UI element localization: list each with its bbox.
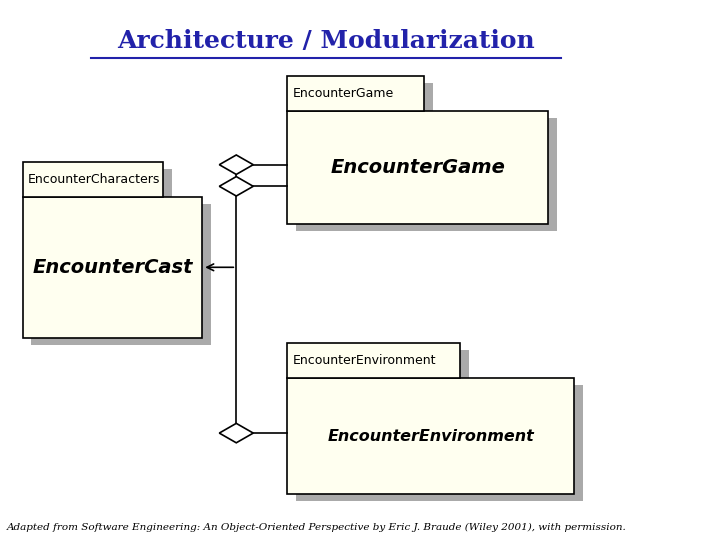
Text: Adapted from Software Engineering: An Object-Oriented Perspective by Eric J. Bra: Adapted from Software Engineering: An Ob… bbox=[6, 523, 626, 532]
Polygon shape bbox=[220, 423, 253, 443]
Bar bbox=[32, 204, 211, 345]
Bar bbox=[32, 169, 171, 204]
Bar bbox=[296, 350, 469, 385]
Polygon shape bbox=[220, 155, 253, 174]
Bar bbox=[287, 343, 460, 378]
Text: EncounterGame: EncounterGame bbox=[292, 86, 394, 100]
Bar bbox=[23, 197, 202, 338]
Bar bbox=[23, 162, 163, 197]
Bar bbox=[287, 378, 575, 494]
Polygon shape bbox=[220, 177, 253, 196]
Text: EncounterCharacters: EncounterCharacters bbox=[28, 173, 161, 186]
Bar bbox=[287, 111, 548, 224]
Bar bbox=[296, 385, 582, 501]
Bar bbox=[287, 76, 424, 111]
Text: Architecture / Modularization: Architecture / Modularization bbox=[117, 29, 535, 52]
Bar bbox=[296, 83, 433, 118]
Text: EncounterEnvironment: EncounterEnvironment bbox=[292, 354, 436, 367]
Text: EncounterGame: EncounterGame bbox=[330, 158, 505, 177]
Bar bbox=[296, 118, 557, 231]
Text: EncounterCast: EncounterCast bbox=[32, 258, 193, 277]
Text: EncounterEnvironment: EncounterEnvironment bbox=[328, 429, 534, 443]
